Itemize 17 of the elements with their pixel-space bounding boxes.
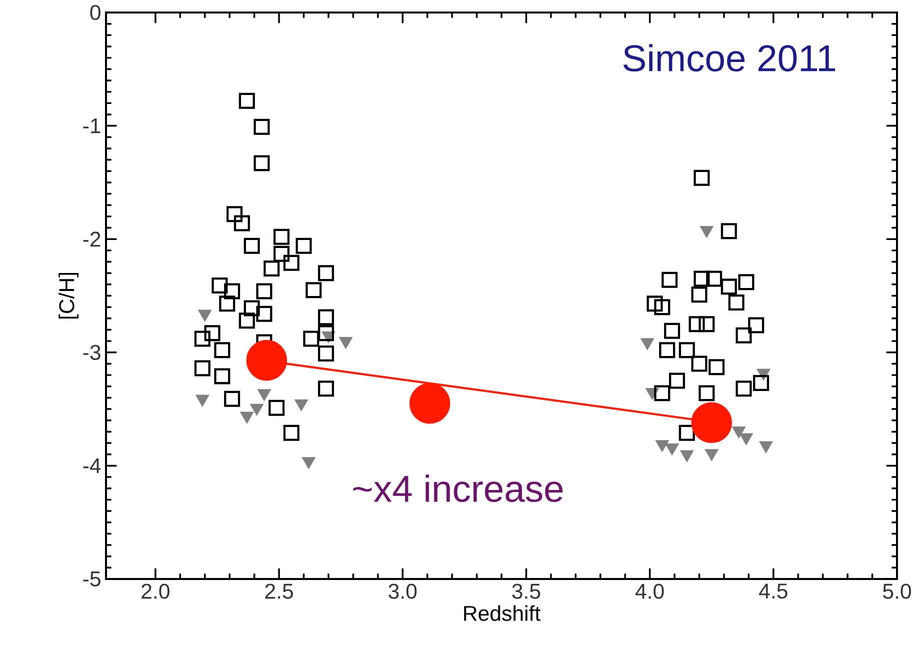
x-axis-title: Redshift bbox=[464, 605, 540, 621]
y-tick-label: -3 bbox=[83, 344, 100, 360]
x-tick-label: 5.0 bbox=[883, 584, 911, 599]
x-tick-label: 2.0 bbox=[142, 584, 170, 599]
y-tick-label: -1 bbox=[83, 118, 100, 134]
y-axis-title: [C/H] bbox=[58, 272, 79, 319]
annotation: Simcoe 2011 bbox=[623, 44, 836, 72]
annotation: ~x4 increase bbox=[353, 474, 563, 502]
y-tick-label: 0 bbox=[90, 4, 100, 20]
x-tick-label: 3.5 bbox=[512, 584, 540, 599]
y-tick-label: -5 bbox=[83, 572, 100, 586]
y-tick-label: -4 bbox=[83, 458, 101, 474]
x-tick-label: 3.0 bbox=[388, 584, 417, 599]
x-tick-label: 2.5 bbox=[265, 584, 293, 599]
y-tick-label: -2 bbox=[83, 232, 100, 247]
x-tick-label: 4.5 bbox=[759, 584, 788, 599]
x-tick-label: 4.0 bbox=[635, 584, 664, 599]
